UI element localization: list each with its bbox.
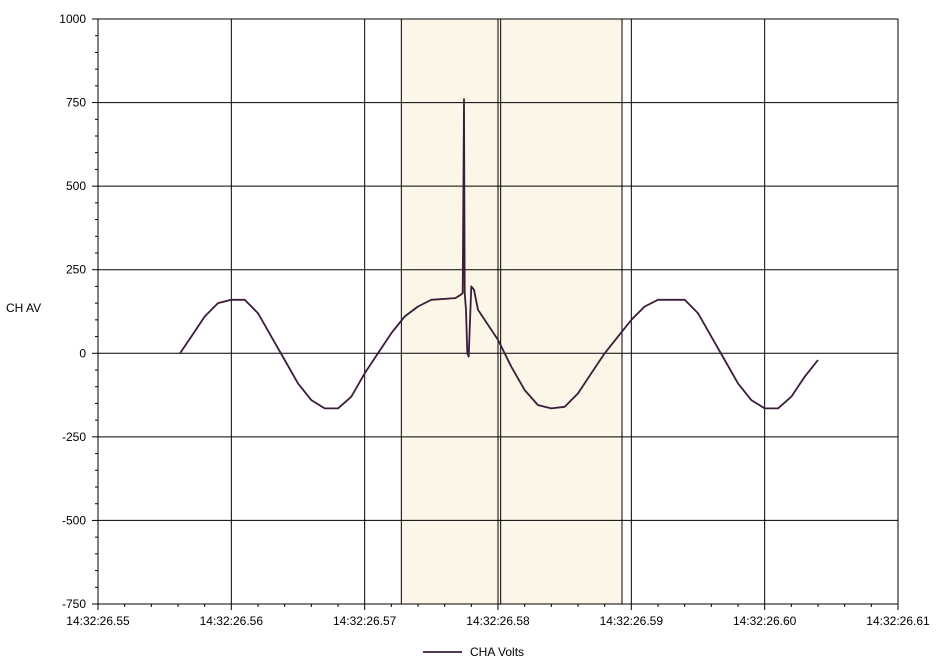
y-tick-label: 0: [79, 346, 86, 360]
highlight-region-layer: [401, 19, 622, 604]
y-tick-label: -250: [62, 430, 86, 444]
grid-layer: [98, 19, 898, 604]
y-tick-label: 1000: [59, 12, 86, 26]
series-layer: [179, 98, 819, 410]
y-tick-label: -500: [62, 513, 86, 527]
legend: CHA Volts: [423, 645, 524, 658]
highlight-region: [401, 19, 622, 604]
y-tick-label: -750: [62, 597, 86, 611]
y-axis: 1000 750 500 250 0 -250 -500 -750: [59, 12, 98, 611]
x-axis: 14:32:26.55 14:32:26.56 14:32:26.57 14:32:2…: [66, 604, 930, 628]
x-tick-label: 14:32:26.61: [866, 614, 930, 628]
series-line: [179, 98, 819, 410]
x-tick-label: 14:32:26.56: [200, 614, 264, 628]
x-tick-label: 14:32:26.57: [333, 614, 397, 628]
x-tick-label: 14:32:26.55: [66, 614, 130, 628]
x-tick-label: 14:32:26.58: [466, 614, 530, 628]
y-axis-label: CH AV: [6, 301, 41, 315]
legend-label: CHA Volts: [470, 645, 524, 658]
y-tick-label: 750: [66, 96, 86, 110]
y-tick-label: 250: [66, 263, 86, 277]
x-tick-label: 14:32:26.60: [733, 614, 797, 628]
y-tick-label: 500: [66, 179, 86, 193]
x-tick-label: 14:32:26.59: [600, 614, 664, 628]
